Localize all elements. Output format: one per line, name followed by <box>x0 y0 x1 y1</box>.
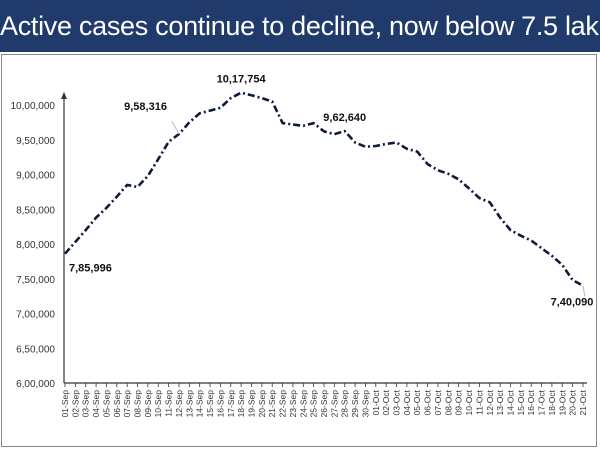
x-tick-label: 14-Sep <box>195 390 205 418</box>
y-tick-label: 7,50,000 <box>16 275 55 286</box>
y-tick-label: 9,50,000 <box>16 136 55 147</box>
x-tick-label: 23-Sep <box>288 390 298 418</box>
x-tick-label: 21-Sep <box>267 390 277 418</box>
y-tick-label: 8,50,000 <box>16 205 55 216</box>
x-tick-label: 02-Oct <box>381 389 391 415</box>
x-tick-label: 03-Oct <box>392 389 402 415</box>
y-tick-label: 10,00,000 <box>11 101 56 112</box>
x-tick-label: 07-Sep <box>122 390 132 418</box>
data-label: 9,58,316 <box>124 101 167 113</box>
x-tick-label: 08-Oct <box>443 389 453 415</box>
y-tick-label: 9,00,000 <box>16 171 55 182</box>
x-tick-label: 07-Oct <box>433 389 443 415</box>
x-tick-label: 08-Sep <box>133 390 143 418</box>
x-tick-label: 03-Sep <box>81 390 91 418</box>
x-tick-label: 06-Sep <box>112 390 122 418</box>
x-tick-label: 09-Sep <box>143 390 153 418</box>
y-tick-label: 6,50,000 <box>16 344 55 355</box>
x-tick-label: 11-Oct <box>474 389 484 415</box>
data-label: 9,62,640 <box>323 112 366 124</box>
data-label: 7,85,996 <box>69 263 112 275</box>
x-tick-label: 01-Sep <box>60 390 70 418</box>
x-tick-label: 12-Oct <box>485 389 495 415</box>
data-label: 10,17,754 <box>217 74 267 86</box>
x-tick-label: 04-Sep <box>91 390 101 418</box>
x-tick-label: 16-Oct <box>526 389 536 415</box>
x-tick-label: 09-Oct <box>454 389 464 415</box>
y-tick-label: 6,00,000 <box>16 379 55 390</box>
x-tick-label: 12-Sep <box>174 390 184 418</box>
x-tick-label: 26-Sep <box>319 390 329 418</box>
x-tick-label: 02-Sep <box>70 390 80 418</box>
x-tick-label: 05-Sep <box>101 390 111 418</box>
x-tick-label: 01-Oct <box>371 389 381 415</box>
x-tick-label: 30-Sep <box>360 390 370 418</box>
x-tick-label: 18-Sep <box>236 390 246 418</box>
x-tick-label: 06-Oct <box>423 389 433 415</box>
x-tick-label: 11-Sep <box>164 390 174 417</box>
x-tick-label: 13-Oct <box>495 389 505 415</box>
chart-title: Active cases continue to decline, now be… <box>0 0 600 52</box>
x-tick-label: 18-Oct <box>547 389 557 415</box>
x-tick-label: 15-Sep <box>205 390 215 418</box>
x-tick-label: 22-Sep <box>278 390 288 418</box>
x-tick-label: 04-Oct <box>402 389 412 415</box>
x-tick-label: 14-Oct <box>505 389 515 415</box>
x-tick-label: 20-Oct <box>568 389 578 415</box>
x-tick-label: 13-Sep <box>184 390 194 418</box>
x-tick-label: 16-Sep <box>215 390 225 418</box>
annotation-leader <box>582 285 586 297</box>
x-tick-label: 25-Sep <box>309 390 319 418</box>
annotation-leader <box>171 120 180 135</box>
x-tick-label: 17-Oct <box>537 389 547 415</box>
x-tick-label: 10-Sep <box>153 390 163 418</box>
x-tick-label: 15-Oct <box>516 389 526 415</box>
x-tick-label: 28-Sep <box>340 390 350 418</box>
x-tick-label: 10-Oct <box>464 389 474 415</box>
x-tick-label: 20-Sep <box>257 390 267 418</box>
y-axis-arrow <box>61 92 67 99</box>
chart-frame <box>1 54 597 447</box>
x-tick-label: 19-Sep <box>246 390 256 418</box>
y-tick-label: 7,00,000 <box>16 310 55 321</box>
x-tick-label: 24-Sep <box>298 390 308 418</box>
data-label: 7,40,090 <box>551 297 594 309</box>
x-tick-label: 05-Oct <box>412 389 422 415</box>
y-tick-label: 8,00,000 <box>16 240 55 251</box>
x-tick-label: 17-Sep <box>226 390 236 418</box>
x-tick-label: 21-Oct <box>578 389 588 415</box>
x-tick-label: 27-Sep <box>329 390 339 418</box>
x-tick-label: 19-Oct <box>557 389 567 415</box>
x-tick-label: 29-Sep <box>350 390 360 418</box>
